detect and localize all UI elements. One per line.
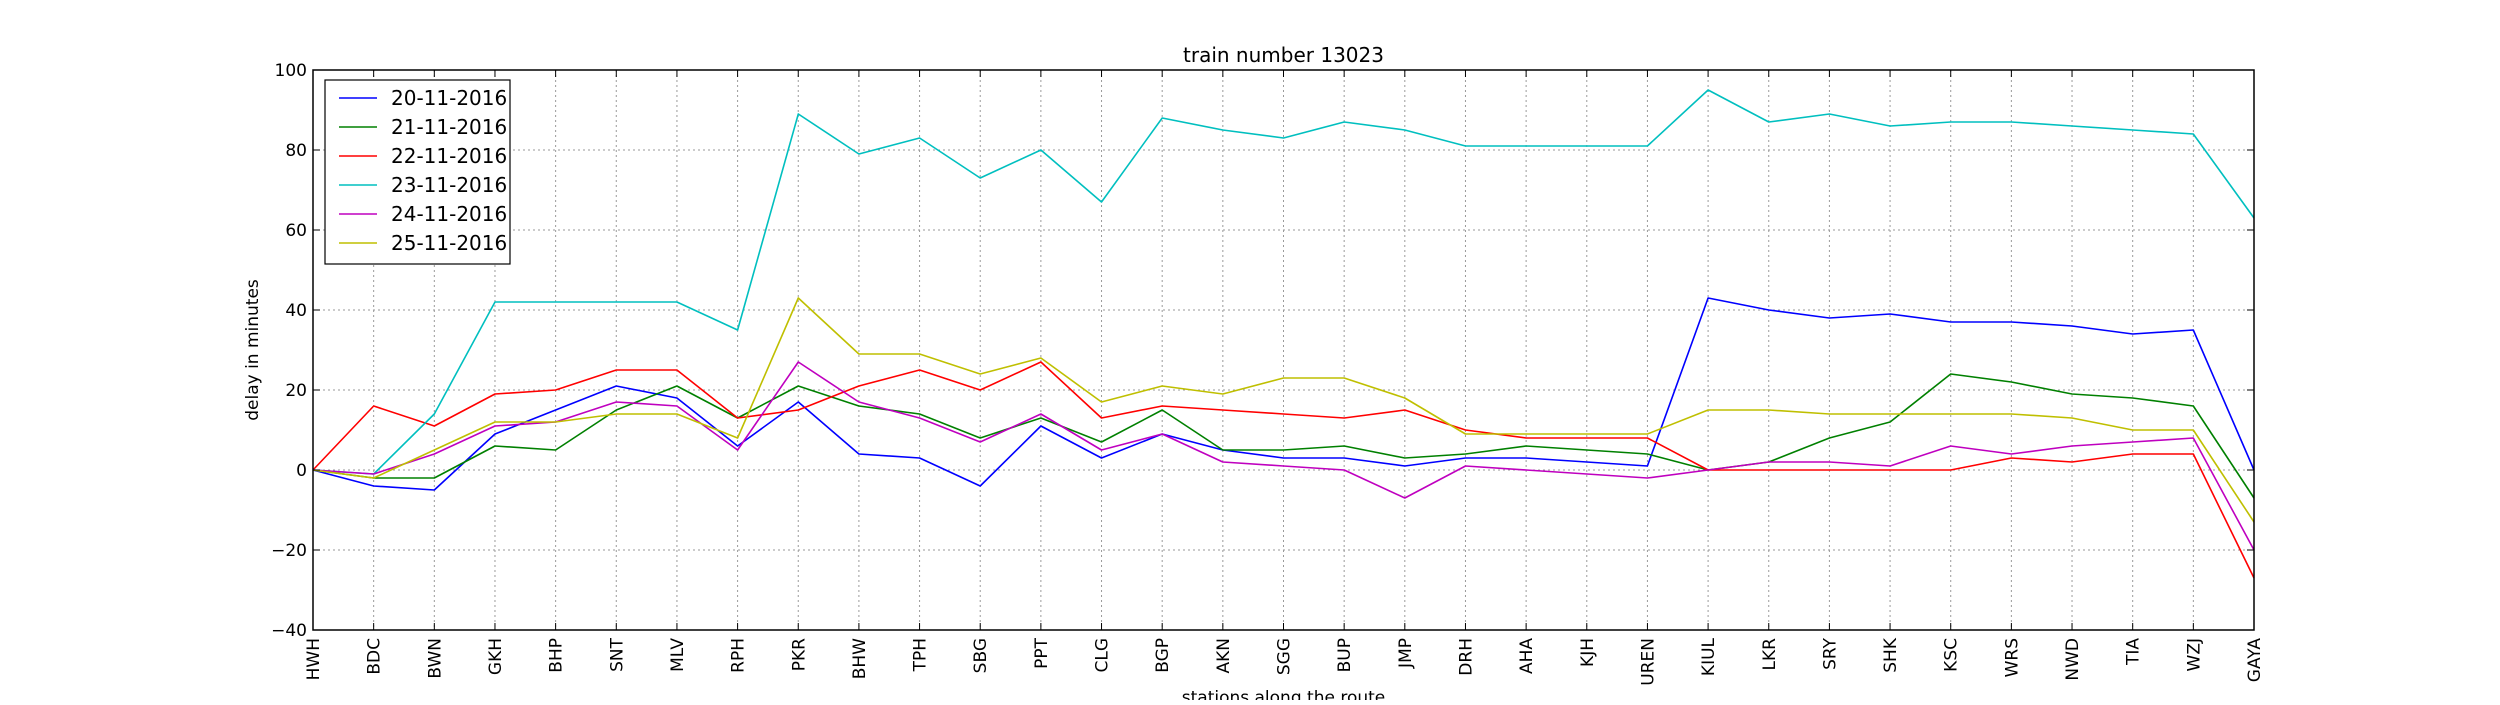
- x-tick-label: GAYA: [2245, 638, 2265, 683]
- y-tick-label: 40: [285, 301, 307, 321]
- x-tick-label: AKN: [1214, 638, 1234, 674]
- series-line-25-11-2016: [312, 297, 2255, 523]
- series-line-22-11-2016: [312, 361, 2255, 579]
- x-tick-label: DRH: [1456, 638, 1476, 676]
- x-tick-label: PKR: [789, 638, 809, 671]
- series-line-20-11-2016: [312, 297, 2255, 491]
- x-tick-label: BHW: [850, 638, 870, 679]
- x-tick-label: KSC: [1942, 638, 1962, 672]
- x-tick-label: SGG: [1275, 638, 1295, 675]
- x-tick-label: BHP: [547, 638, 567, 673]
- chart-title: train number 13023: [1183, 43, 1384, 67]
- y-tick-label: −40: [271, 621, 307, 641]
- series-line-23-11-2016: [312, 89, 2255, 475]
- x-tick-label: BWN: [425, 638, 445, 679]
- x-tick-label: SHK: [1881, 637, 1901, 673]
- x-tick-label: NWD: [2063, 638, 2083, 681]
- x-tick-label: UREN: [1638, 638, 1658, 686]
- x-tick-label: RPH: [729, 638, 749, 673]
- legend-label: 25-11-2016: [391, 231, 507, 255]
- x-tick-label: WZJ: [2184, 638, 2204, 671]
- grid: [312, 69, 2255, 631]
- x-tick-label: TIA: [2124, 638, 2144, 666]
- x-tick-label: WRS: [2002, 638, 2022, 677]
- series-line-24-11-2016: [312, 361, 2255, 551]
- series-line-21-11-2016: [312, 373, 2255, 499]
- legend-label: 23-11-2016: [391, 173, 507, 197]
- x-tick-label: HWH: [304, 638, 324, 680]
- x-tick-label: AHA: [1517, 638, 1537, 674]
- x-tick-label: BGP: [1153, 638, 1173, 673]
- y-tick-label: 0: [296, 461, 307, 481]
- x-tick-label: MLV: [668, 638, 688, 672]
- axis-ticks: HWH BDC BWN GKH BHP SNT MLV RPH PKR BHW TPH SBG PPT C…: [271, 61, 2265, 686]
- x-tick-label: BDC: [365, 638, 385, 675]
- x-tick-label: LKR: [1760, 638, 1780, 671]
- x-tick-label: GKH: [486, 638, 506, 675]
- legend-box: [324, 79, 511, 265]
- y-tick-label: 100: [275, 61, 307, 81]
- legend-label: 20-11-2016: [391, 86, 507, 110]
- legend-label: 22-11-2016: [391, 144, 507, 168]
- x-tick-label: CLG: [1093, 638, 1113, 673]
- y-tick-label: 80: [285, 141, 307, 161]
- x-tick-label: JMP: [1396, 638, 1416, 669]
- x-tick-label: PPT: [1032, 637, 1052, 669]
- x-axis-label: stations along the route: [1182, 688, 1386, 700]
- x-tick-label: TPH: [911, 638, 931, 672]
- x-tick-label: KJH: [1578, 638, 1598, 667]
- x-tick-label: SRY: [1820, 637, 1840, 670]
- x-tick-label: BUP: [1335, 638, 1355, 672]
- legend-label: 21-11-2016: [391, 115, 507, 139]
- y-tick-label: 60: [285, 221, 307, 241]
- y-tick-label: −20: [271, 541, 307, 561]
- x-tick-label: SNT: [607, 637, 627, 672]
- x-tick-label: KIUL: [1699, 637, 1719, 676]
- x-tick-label: SBG: [971, 638, 991, 673]
- legend-label: 24-11-2016: [391, 202, 507, 226]
- y-axis-label: delay in minutes: [243, 279, 263, 421]
- legend: 20-11-2016 21-11-2016 22-11-2016 23-11-2016…: [324, 79, 511, 265]
- y-tick-label: 20: [285, 381, 307, 401]
- series-lines: [312, 89, 2255, 579]
